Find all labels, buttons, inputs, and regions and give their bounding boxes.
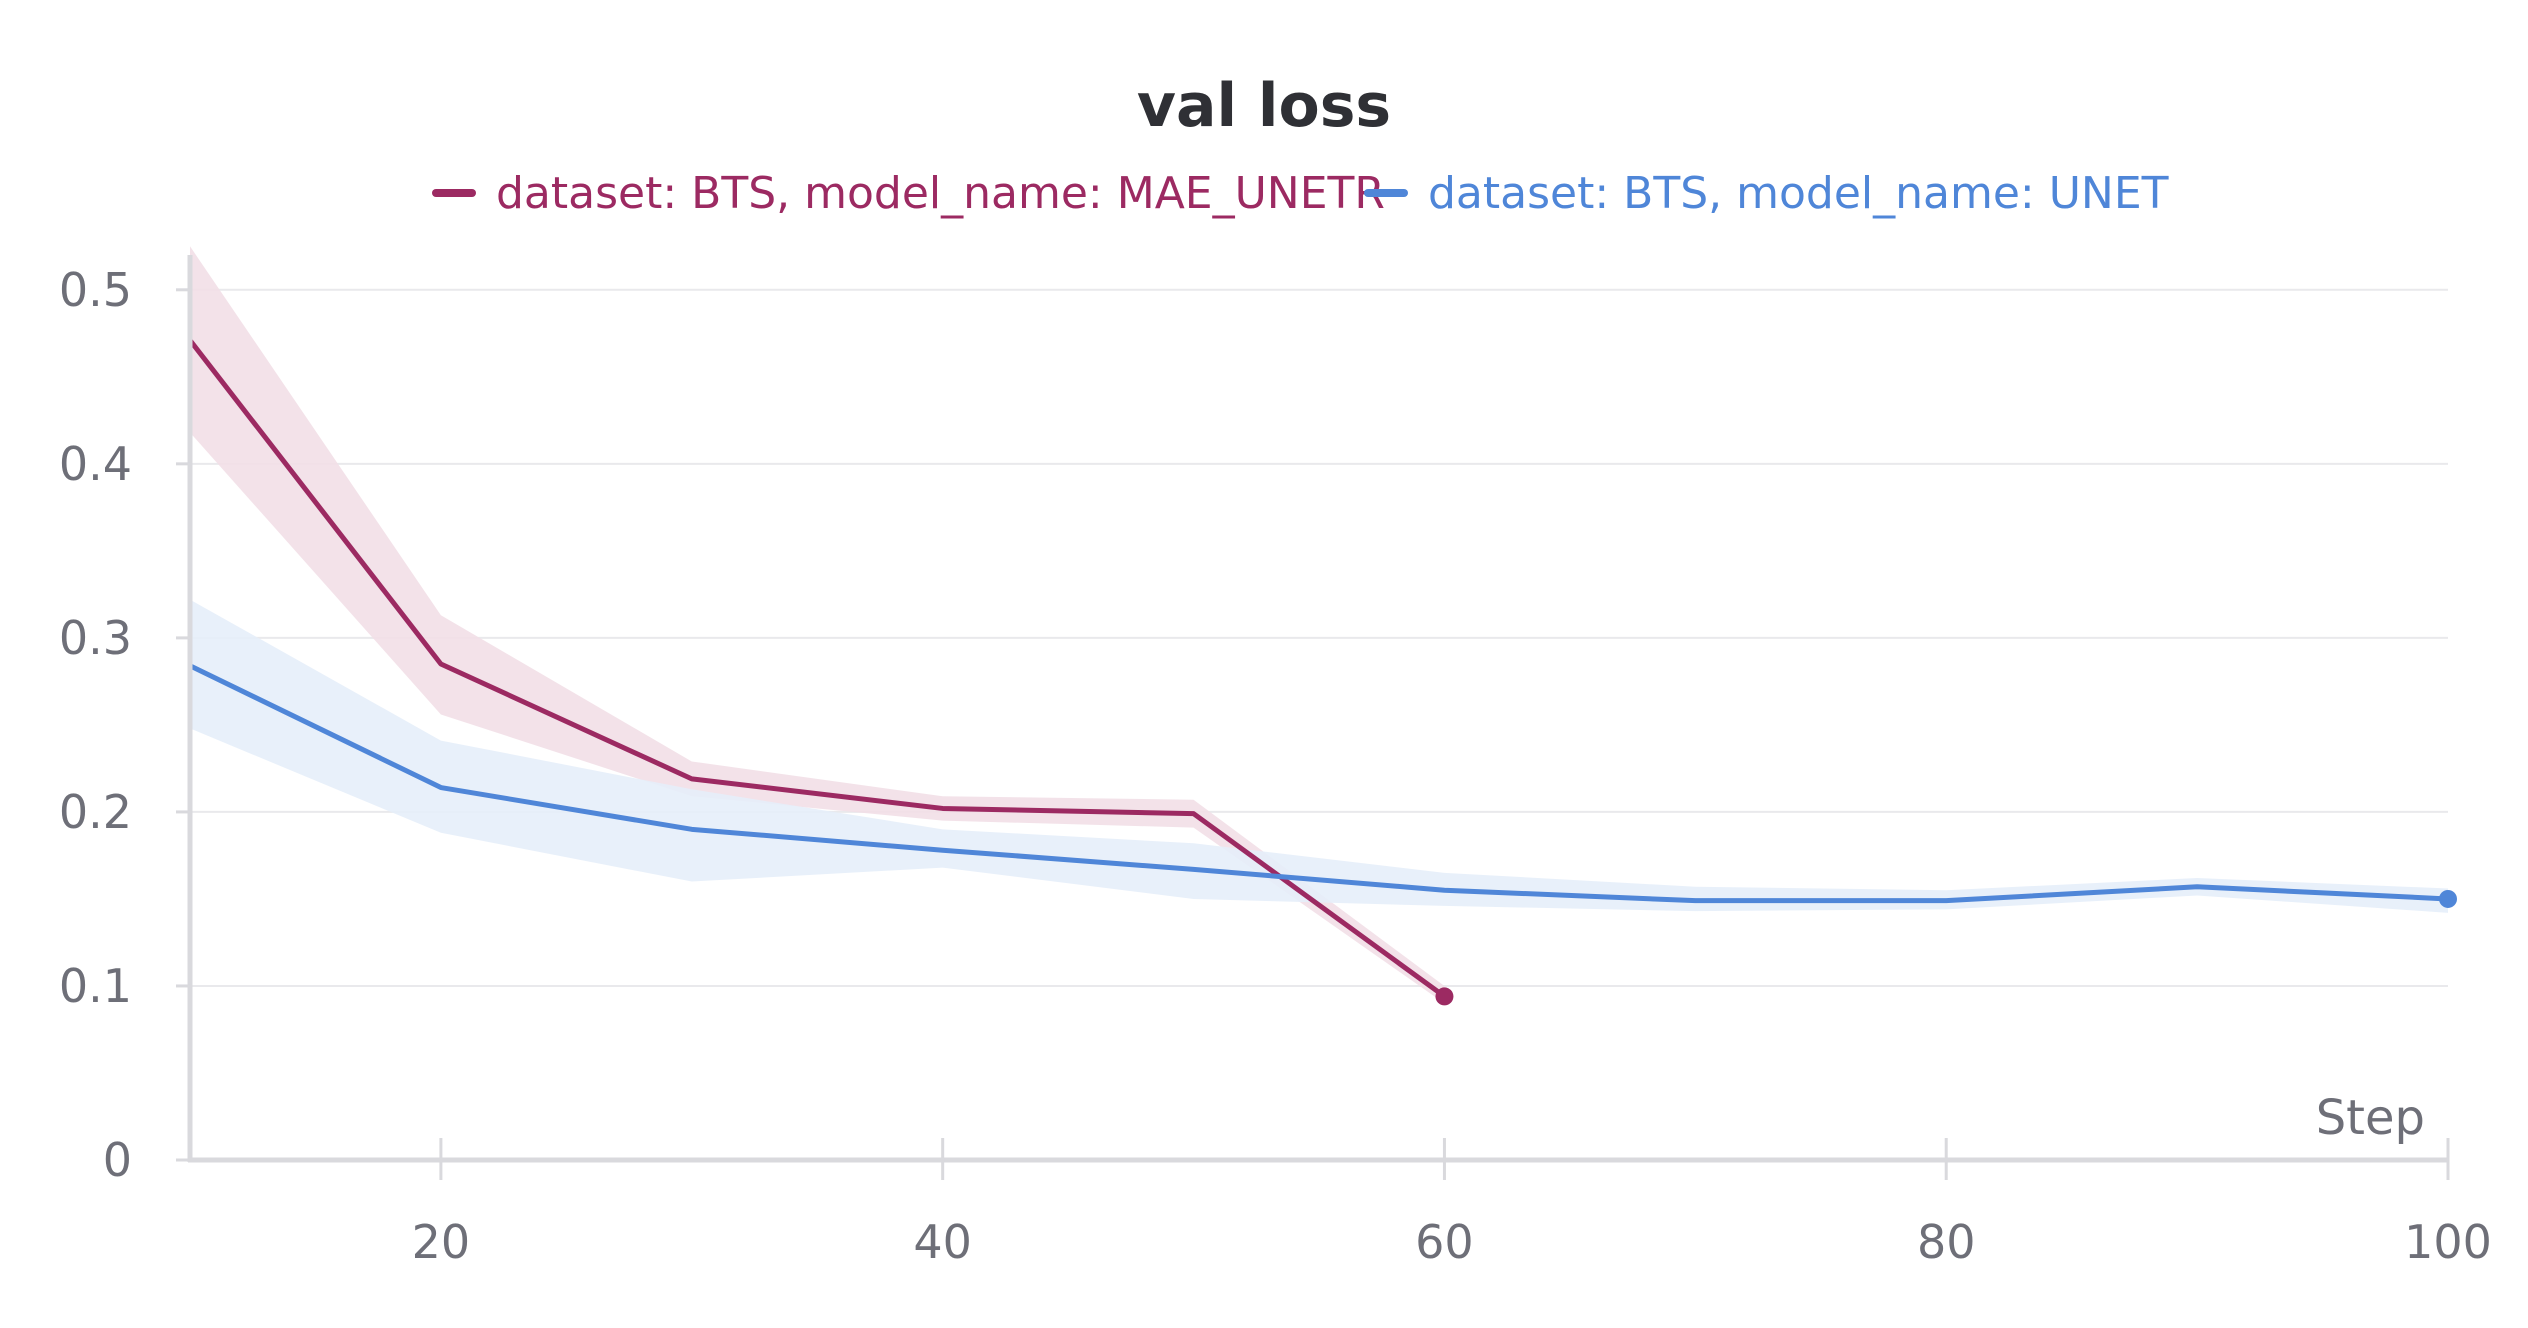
x-tick-label-1: 40 [913,1215,972,1269]
x-axis-ticks: 20 40 60 80 100 [412,1138,2492,1269]
x-tick-label-4: 100 [2404,1215,2492,1269]
y-axis-ticks: 0 0.1 0.2 0.3 0.4 0.5 [59,263,190,1187]
legend-label-mae-unetr: dataset: BTS, model_name: MAE_UNETR [496,168,1385,219]
y-tick-label-3: 0.3 [59,611,132,665]
band-unet [190,599,2448,913]
data-point-mae-unetr-1[interactable] [436,659,446,669]
x-tick-label-0: 20 [412,1215,471,1269]
data-point-unet-8[interactable] [2192,882,2202,892]
data-point-mae-unetr-3[interactable] [938,803,948,813]
data-point-unet-4[interactable] [1189,864,1199,874]
data-point-unet-7[interactable] [1941,896,1951,906]
legend-item-mae-unetr[interactable]: dataset: BTS, model_name: MAE_UNETR [432,168,1385,219]
series-line-unet [187,663,2451,904]
y-tick-label-4: 0.4 [59,437,132,491]
x-tick-label-3: 80 [1917,1215,1976,1269]
data-point-unet-2[interactable] [687,824,697,834]
data-point-mae-unetr-2[interactable] [687,774,697,784]
y-tick-label-2: 0.2 [59,785,132,839]
x-tick-label-2: 60 [1415,1215,1474,1269]
x-axis-title: Step [2316,1090,2425,1146]
y-tick-label-1: 0.1 [59,959,132,1013]
legend-label-unet: dataset: BTS, model_name: UNET [1428,168,2169,219]
y-tick-label-0: 0 [103,1133,132,1187]
series-line-mae-unetr [187,337,1447,999]
data-point-mae-unetr-4[interactable] [1189,809,1199,819]
data-point-unet-1[interactable] [436,783,446,793]
axes [187,255,2448,1163]
series-lines [187,337,2457,1006]
data-point-unet-5[interactable] [1439,885,1449,895]
data-point-unet-9[interactable] [2439,889,2457,908]
legend-item-unet[interactable]: dataset: BTS, model_name: UNET [1364,168,2169,219]
data-point-unet-3[interactable] [938,845,948,855]
legend: dataset: BTS, model_name: MAE_UNETR data… [432,168,2169,219]
data-point-mae-unetr-5[interactable] [1435,987,1454,1006]
chart-title: val loss [1137,71,1391,141]
data-point-unet-6[interactable] [1690,896,1700,906]
y-tick-label-5: 0.5 [59,263,132,317]
